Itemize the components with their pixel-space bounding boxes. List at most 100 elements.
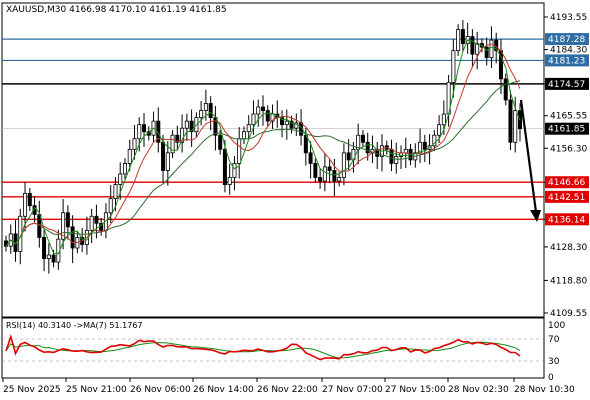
support-red-3-label-bg (545, 213, 589, 226)
candle-body (318, 177, 323, 182)
candle-body (184, 120, 189, 129)
symbol-timeframe: XAUUSD,M30 (6, 5, 67, 15)
resistance-blue-2-label: 4181.23 (548, 56, 585, 66)
candle-body (456, 29, 461, 52)
candle-body (46, 254, 51, 259)
current-price-label: 4161.85 (548, 125, 585, 135)
candle-body (51, 254, 56, 263)
candle-body (265, 110, 270, 122)
candle-body (475, 43, 480, 55)
price-tick-label: 4118.80 (550, 276, 587, 286)
candle-body (199, 110, 204, 119)
candle-body (322, 166, 327, 182)
price-tick-label: 4193.55 (550, 13, 587, 23)
rsi-tick-100: 100 (548, 321, 565, 331)
rsi-tick-30: 30 (548, 357, 560, 367)
rsi-layer (5, 333, 521, 361)
candle-body (289, 120, 294, 129)
candle-body (489, 39, 494, 59)
candle-body (208, 103, 213, 119)
rsi-axis: 100 70 30 0 (548, 321, 565, 383)
rsi-line (5, 333, 521, 361)
support-red-3-label: 4136.14 (548, 215, 585, 225)
candle-body (175, 134, 180, 143)
candle-body (394, 155, 399, 164)
candle-body (470, 36, 475, 55)
candle-body (284, 120, 289, 126)
level-labels: 4187.28 4181.23 4174.57 4146.66 4142.51 4136.… (545, 33, 589, 226)
ma-slow-line (5, 80, 521, 247)
support-red-1-label-bg (545, 176, 589, 189)
time-tick-label: 26 Nov 06:00 (130, 385, 191, 395)
candle-body (218, 134, 223, 150)
candle-body (127, 148, 132, 164)
candle-body (70, 226, 75, 249)
candle-body (280, 117, 285, 126)
chart-header: XAUUSD,M30 4166.98 4170.10 4161.19 4161.… (6, 5, 227, 15)
candle-body (203, 103, 208, 111)
time-tick-label: 27 Nov 07:00 (322, 385, 383, 395)
time-tick-label: 26 Nov 14:00 (193, 385, 254, 395)
price-tick-label: 4156.30 (550, 144, 587, 154)
candle-body (170, 134, 175, 154)
candle-body (42, 237, 47, 259)
candle-body (313, 163, 318, 178)
candle-body (189, 120, 194, 133)
candle-body (327, 166, 332, 171)
price-tick-label: 4165.55 (550, 112, 587, 122)
rsi-tick-70: 70 (548, 335, 560, 345)
pivot-black-label: 4174.57 (548, 80, 585, 90)
candle-body (89, 215, 94, 231)
candle-body (222, 148, 227, 185)
candle-body (61, 212, 66, 240)
candle-body (308, 152, 313, 164)
candle-body (441, 113, 446, 126)
candle-body (227, 177, 232, 185)
moving-averages-layer (5, 39, 521, 255)
candle-body (432, 134, 437, 147)
resistance-blue-2-label-bg (545, 54, 589, 67)
candle-body (94, 215, 99, 224)
candle-body (360, 134, 365, 143)
candle-body (508, 99, 513, 143)
price-tick-label: 4184.30 (550, 46, 587, 56)
support-red-2-label: 4142.51 (548, 193, 585, 203)
candle-body (108, 198, 113, 214)
candle-body (118, 173, 123, 185)
time-tick-label: 27 Nov 15:00 (385, 385, 446, 395)
candle-body (460, 29, 465, 45)
candle-body (27, 192, 32, 207)
time-tick-label: 28 Nov 02:30 (448, 385, 509, 395)
candle-body (270, 113, 275, 122)
candle-body (422, 141, 427, 150)
candle-body (389, 148, 394, 164)
candle-body (332, 170, 337, 182)
time-tick-label: 28 Nov 10:30 (514, 385, 575, 395)
candle-body (241, 131, 246, 140)
candle-body (513, 110, 518, 143)
support-red-2-label-bg (545, 190, 589, 203)
candle-body (246, 124, 251, 133)
pivot-black-label-bg (545, 77, 589, 90)
time-tick-label: 26 Nov 22:00 (257, 385, 318, 395)
candle-body (23, 192, 28, 217)
price-tick-label: 4128.30 (550, 243, 587, 253)
candle-body (256, 106, 261, 115)
candle-body (137, 124, 142, 140)
rsi-tick-0: 0 (548, 373, 554, 383)
candle-body (122, 163, 127, 175)
candle-body (365, 141, 370, 154)
candle-body (451, 50, 456, 83)
candle-body (503, 78, 508, 101)
candle-body (65, 212, 70, 228)
candle-body (132, 138, 137, 150)
candle-body (161, 141, 166, 171)
candle-body (346, 152, 351, 161)
candle-body (113, 184, 118, 200)
resistance-blue-1-label: 4187.28 (548, 35, 585, 45)
candle-body (337, 177, 342, 182)
ma-fast-line (5, 39, 521, 255)
candle-body (251, 113, 256, 126)
support-red-1-label: 4146.66 (548, 178, 585, 188)
